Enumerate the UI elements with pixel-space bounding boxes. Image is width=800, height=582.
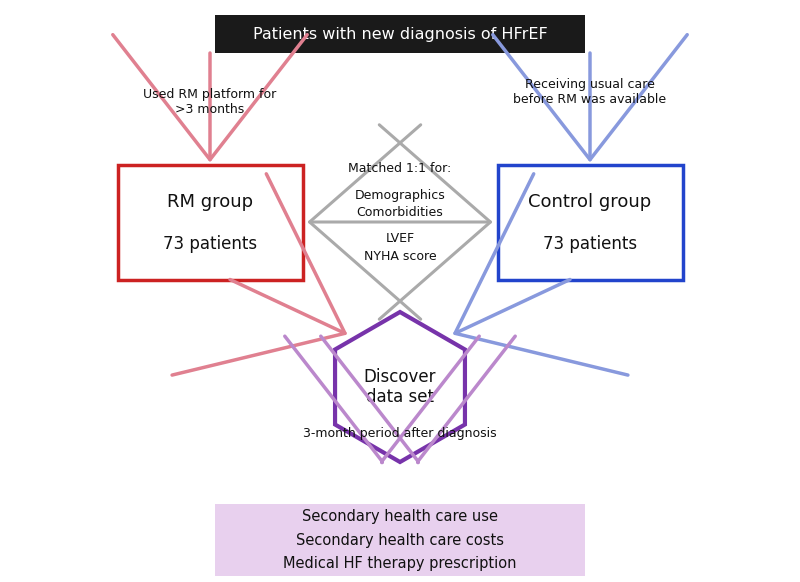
Polygon shape — [335, 312, 465, 462]
Text: Demographics
Comorbidities: Demographics Comorbidities — [354, 189, 446, 219]
Text: RM group: RM group — [167, 193, 253, 211]
Text: Discover
data set: Discover data set — [364, 368, 436, 406]
Text: Patients with new diagnosis of HFrEF: Patients with new diagnosis of HFrEF — [253, 27, 547, 41]
FancyBboxPatch shape — [118, 165, 302, 279]
Text: 3-month period after diagnosis: 3-month period after diagnosis — [303, 428, 497, 441]
Text: LVEF
NYHA score: LVEF NYHA score — [364, 232, 436, 262]
Text: 73 patients: 73 patients — [163, 235, 257, 253]
FancyBboxPatch shape — [498, 165, 682, 279]
Text: Receiving usual care
before RM was available: Receiving usual care before RM was avail… — [514, 78, 666, 106]
Text: Used RM platform for
>3 months: Used RM platform for >3 months — [143, 88, 277, 116]
FancyBboxPatch shape — [215, 15, 585, 53]
Text: Secondary health care use
Secondary health care costs
Medical HF therapy prescri: Secondary health care use Secondary heal… — [283, 509, 517, 571]
Text: 73 patients: 73 patients — [543, 235, 637, 253]
Text: Control group: Control group — [528, 193, 652, 211]
FancyBboxPatch shape — [215, 504, 585, 576]
Text: Matched 1:1 for:: Matched 1:1 for: — [348, 162, 452, 176]
